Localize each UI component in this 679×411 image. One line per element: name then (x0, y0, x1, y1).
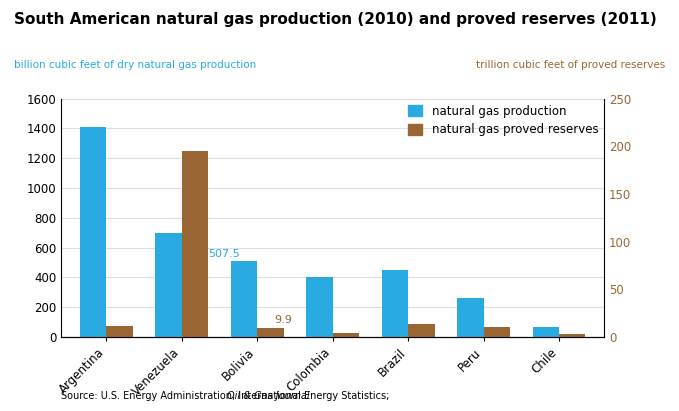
Text: South American natural gas production (2010) and proved reserves (2011): South American natural gas production (2… (14, 12, 657, 27)
Bar (107, 326, 133, 337)
Bar (559, 334, 585, 337)
Bar (80, 127, 107, 337)
Bar (306, 277, 333, 337)
Text: 9.9: 9.9 (274, 315, 292, 326)
Bar (182, 151, 208, 337)
Legend: natural gas production, natural gas proved reserves: natural gas production, natural gas prov… (408, 104, 598, 136)
Bar (408, 324, 435, 337)
Bar (382, 270, 408, 337)
Bar (333, 333, 359, 337)
Text: trillion cubic feet of proved reserves: trillion cubic feet of proved reserves (476, 60, 665, 69)
Bar (483, 326, 510, 337)
Text: Oil & Gas Journal: Oil & Gas Journal (227, 391, 310, 401)
Bar (532, 327, 559, 337)
Bar (257, 328, 284, 337)
Text: Source: U.S. Energy Administration, International Energy Statistics;: Source: U.S. Energy Administration, Inte… (61, 391, 392, 401)
Text: 507.5: 507.5 (208, 249, 240, 259)
Text: billion cubic feet of dry natural gas production: billion cubic feet of dry natural gas pr… (14, 60, 256, 69)
Bar (231, 261, 257, 337)
Bar (155, 233, 182, 337)
Bar (457, 298, 483, 337)
